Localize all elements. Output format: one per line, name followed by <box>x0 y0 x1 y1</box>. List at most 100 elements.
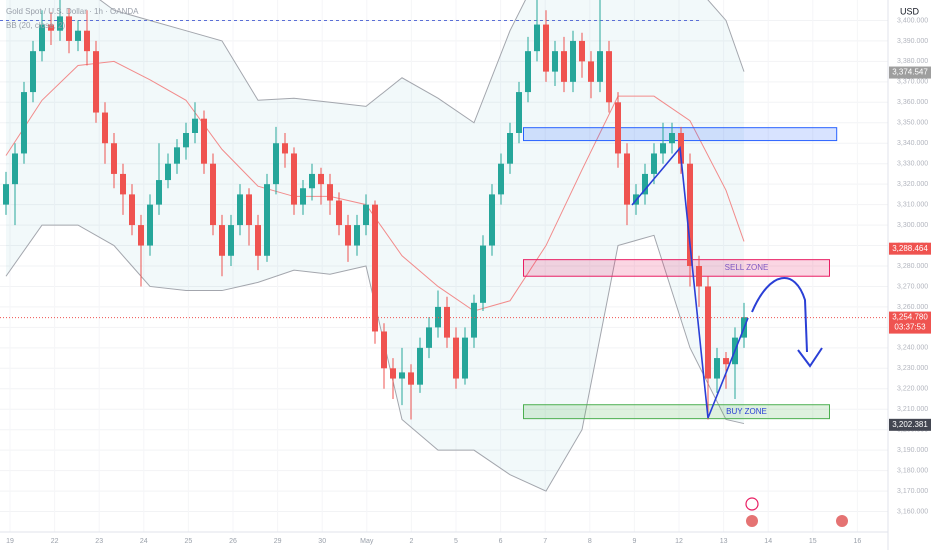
x-tick-label: 29 <box>274 538 282 545</box>
x-tick-label: 25 <box>185 538 193 545</box>
candle-body <box>75 30 81 41</box>
candle-body <box>48 24 54 31</box>
price-badge-label: 3,288.464 <box>892 244 928 253</box>
y-tick-label: 3,400.000 <box>897 17 928 24</box>
candle-body <box>12 153 18 185</box>
x-tick-label: 12 <box>675 538 683 545</box>
candle-body <box>444 306 450 338</box>
candle-body <box>561 51 567 82</box>
candle-body <box>3 184 9 205</box>
y-tick-label: 3,210.000 <box>897 406 928 413</box>
y-tick-label: 3,320.000 <box>897 181 928 188</box>
x-tick-label: 23 <box>95 538 103 545</box>
x-tick-label: 7 <box>543 538 547 545</box>
plot-area: SELL ZONE BUY ZONE <box>0 0 888 513</box>
x-tick-label: 24 <box>140 538 148 545</box>
price-badge-label: 3,374.547 <box>892 68 928 77</box>
candle-body <box>201 118 207 164</box>
price-badge <box>889 242 931 255</box>
candle-body <box>228 225 234 256</box>
candle-body <box>453 337 459 379</box>
candle-body <box>93 51 99 113</box>
candle-body <box>489 194 495 246</box>
upper-band <box>99 0 745 124</box>
event-icon[interactable] <box>745 497 759 511</box>
candle-body <box>399 372 405 379</box>
candle-body <box>669 133 675 144</box>
y-tick-label: 3,240.000 <box>897 345 928 352</box>
x-tick-label: 30 <box>318 538 326 545</box>
candle-body <box>687 163 693 266</box>
candle-body <box>300 188 306 205</box>
candle-body <box>417 347 423 385</box>
candle-body <box>156 180 162 205</box>
currency: USD <box>900 6 920 16</box>
flag-icon[interactable] <box>746 515 758 527</box>
candle-body <box>111 143 117 174</box>
candle-body <box>660 143 666 154</box>
candle-body <box>318 173 324 185</box>
candle-body <box>255 225 261 256</box>
candle-body <box>246 194 252 226</box>
candle-body <box>525 51 531 93</box>
candle-body <box>336 200 342 226</box>
y-tick-label: 3,260.000 <box>897 304 928 311</box>
zone-label: BUY ZONE <box>726 407 767 416</box>
y-tick-label: 3,330.000 <box>897 161 928 168</box>
price-badge <box>889 418 931 431</box>
y-tick-label: 3,270.000 <box>897 283 928 290</box>
candle-body <box>210 163 216 226</box>
y-tick-label: 3,380.000 <box>897 58 928 65</box>
candle-body <box>309 173 315 189</box>
x-tick-label: 16 <box>854 538 862 545</box>
x-tick-label: 9 <box>632 538 636 545</box>
candle-body <box>705 286 711 379</box>
candle-body <box>615 102 621 154</box>
candle-body <box>507 133 513 164</box>
x-tick-label: 26 <box>229 538 237 545</box>
y-tick-label: 3,310.000 <box>897 201 928 208</box>
y-tick-label: 3,170.000 <box>897 488 928 495</box>
candle-body <box>552 51 558 72</box>
candle-body <box>588 61 594 82</box>
x-tick-label: 8 <box>588 538 592 545</box>
x-tick-label: 14 <box>764 538 772 545</box>
price-badge <box>889 66 931 79</box>
y-tick-label: 3,230.000 <box>897 365 928 372</box>
y-tick-label: 3,190.000 <box>897 447 928 454</box>
candle-body <box>102 112 108 144</box>
y-tick-label: 3,350.000 <box>897 120 928 127</box>
candle-body <box>723 358 729 365</box>
candle-body <box>363 204 369 226</box>
x-tick-label: May <box>360 538 374 545</box>
drawings <box>631 146 848 527</box>
candle-body <box>273 143 279 185</box>
arrow-head <box>797 347 823 368</box>
candle-body <box>606 51 612 103</box>
flag-icon[interactable] <box>836 515 848 527</box>
y-tick-label: 3,160.000 <box>897 508 928 515</box>
candle-body <box>345 225 351 246</box>
price-badge-label: 3,254.780 <box>892 313 928 322</box>
candle-body <box>57 16 63 31</box>
candle-body <box>624 153 630 205</box>
candle-body <box>282 143 288 154</box>
zone <box>523 259 830 277</box>
candle-body <box>462 337 468 379</box>
candle-body <box>30 51 36 93</box>
indicator-label: BB (20, close, 2) <box>6 21 65 30</box>
candle-body <box>498 163 504 195</box>
candle-body <box>129 194 135 226</box>
candle-body <box>696 266 702 287</box>
zone-label: SELL ZONE <box>725 263 769 272</box>
candle-body <box>327 184 333 201</box>
candle-body <box>291 153 297 205</box>
y-tick-label: 3,300.000 <box>897 222 928 229</box>
candle-body <box>372 204 378 332</box>
price-badge-label: 3,202.381 <box>892 420 928 429</box>
candle-body <box>66 16 72 41</box>
countdown: 03:37:53 <box>894 323 926 332</box>
candle-body <box>39 24 45 52</box>
candle-body <box>264 184 270 256</box>
